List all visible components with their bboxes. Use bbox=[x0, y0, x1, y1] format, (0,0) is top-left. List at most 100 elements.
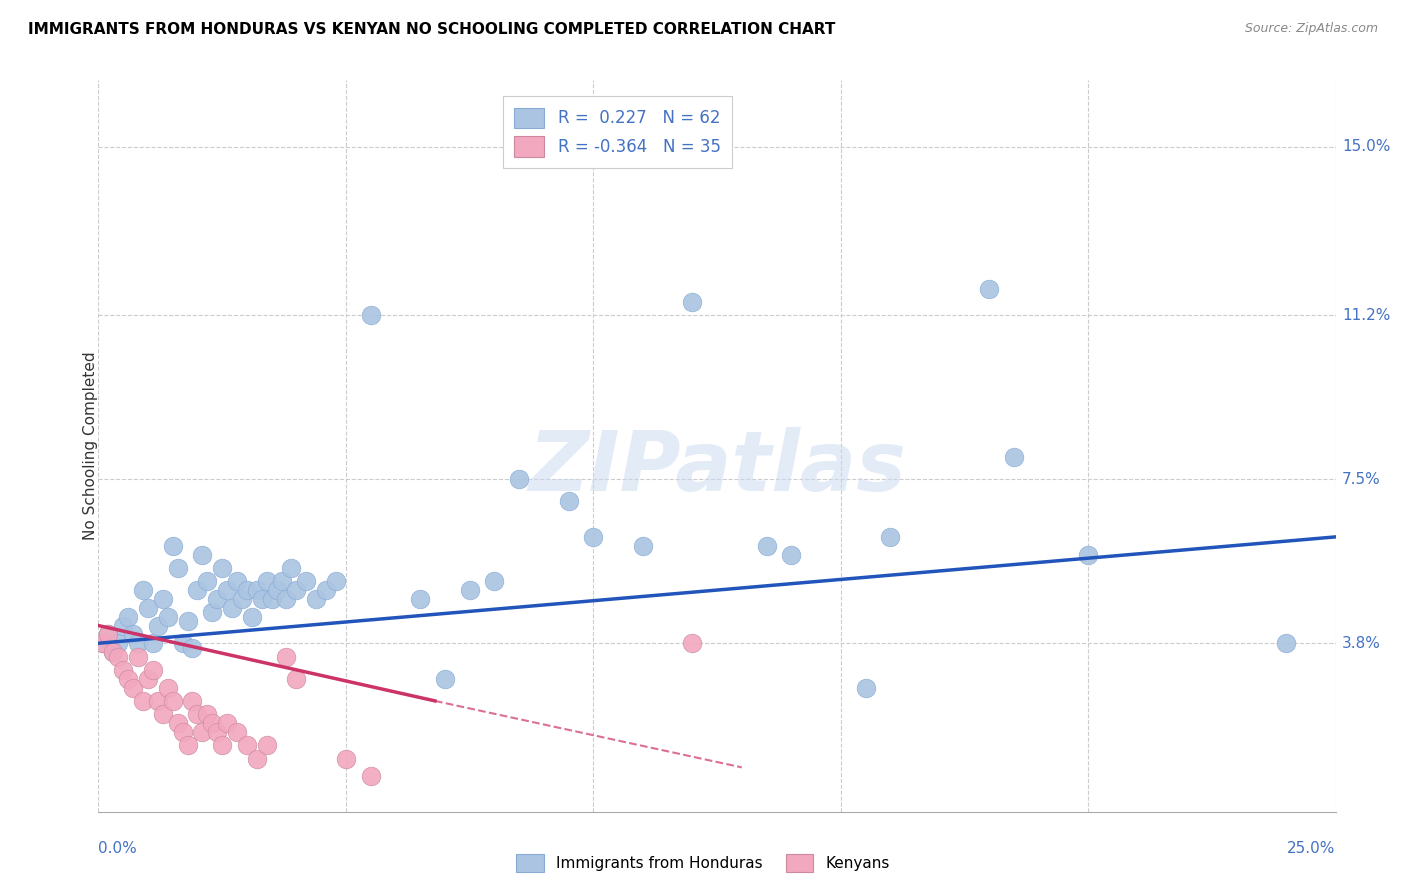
Point bbox=[195, 574, 218, 589]
Point bbox=[103, 645, 125, 659]
Point bbox=[211, 561, 233, 575]
Point bbox=[1275, 636, 1298, 650]
Point bbox=[280, 561, 302, 575]
Point bbox=[205, 725, 228, 739]
Point bbox=[226, 574, 249, 589]
Point bbox=[201, 605, 224, 619]
Point bbox=[226, 725, 249, 739]
Point bbox=[217, 583, 239, 598]
Point bbox=[325, 574, 347, 589]
Point bbox=[136, 672, 159, 686]
Point bbox=[285, 672, 308, 686]
Point bbox=[152, 707, 174, 722]
Point bbox=[117, 672, 139, 686]
Point bbox=[146, 618, 169, 632]
Point bbox=[211, 738, 233, 752]
Point bbox=[979, 282, 1001, 296]
Point bbox=[256, 574, 278, 589]
Point bbox=[256, 738, 278, 752]
Point bbox=[433, 672, 456, 686]
Point bbox=[305, 591, 328, 606]
Point bbox=[409, 591, 432, 606]
Point bbox=[231, 591, 253, 606]
Point bbox=[236, 583, 259, 598]
Point bbox=[217, 716, 239, 731]
Point bbox=[221, 600, 243, 615]
Point bbox=[146, 694, 169, 708]
Point bbox=[191, 548, 214, 562]
Legend: Immigrants from Honduras, Kenyans: Immigrants from Honduras, Kenyans bbox=[509, 846, 897, 880]
Point bbox=[260, 591, 283, 606]
Point bbox=[201, 716, 224, 731]
Point bbox=[176, 614, 198, 628]
Point bbox=[246, 583, 269, 598]
Point bbox=[172, 636, 194, 650]
Point bbox=[191, 725, 214, 739]
Point bbox=[484, 574, 506, 589]
Point bbox=[122, 627, 145, 641]
Point bbox=[156, 681, 179, 695]
Point bbox=[112, 663, 135, 677]
Point bbox=[1077, 548, 1099, 562]
Point bbox=[181, 640, 204, 655]
Point bbox=[246, 751, 269, 765]
Point bbox=[780, 548, 803, 562]
Point bbox=[1002, 450, 1025, 464]
Point bbox=[181, 694, 204, 708]
Point bbox=[142, 663, 165, 677]
Point bbox=[93, 636, 115, 650]
Point bbox=[240, 609, 263, 624]
Point bbox=[205, 591, 228, 606]
Point bbox=[236, 738, 259, 752]
Point bbox=[156, 609, 179, 624]
Point bbox=[132, 583, 155, 598]
Point bbox=[166, 716, 188, 731]
Point bbox=[335, 751, 357, 765]
Text: 7.5%: 7.5% bbox=[1341, 472, 1381, 487]
Point bbox=[186, 707, 208, 722]
Point bbox=[755, 539, 778, 553]
Point bbox=[250, 591, 273, 606]
Point bbox=[270, 574, 292, 589]
Point bbox=[93, 636, 115, 650]
Point bbox=[127, 636, 149, 650]
Text: ZIPatlas: ZIPatlas bbox=[529, 427, 905, 508]
Point bbox=[276, 591, 298, 606]
Point bbox=[186, 583, 208, 598]
Text: 11.2%: 11.2% bbox=[1341, 308, 1391, 323]
Point bbox=[162, 694, 184, 708]
Point bbox=[176, 738, 198, 752]
Point bbox=[136, 600, 159, 615]
Text: 0.0%: 0.0% bbox=[98, 841, 138, 856]
Point bbox=[360, 308, 382, 322]
Text: IMMIGRANTS FROM HONDURAS VS KENYAN NO SCHOOLING COMPLETED CORRELATION CHART: IMMIGRANTS FROM HONDURAS VS KENYAN NO SC… bbox=[28, 22, 835, 37]
Point bbox=[103, 645, 125, 659]
Point bbox=[681, 636, 703, 650]
Point bbox=[508, 472, 530, 486]
Point bbox=[127, 649, 149, 664]
Text: 25.0%: 25.0% bbox=[1288, 841, 1336, 856]
Point bbox=[117, 609, 139, 624]
Point bbox=[557, 494, 579, 508]
Point bbox=[631, 539, 654, 553]
Point bbox=[152, 591, 174, 606]
Point bbox=[172, 725, 194, 739]
Text: 3.8%: 3.8% bbox=[1341, 636, 1381, 651]
Point bbox=[107, 649, 129, 664]
Point bbox=[166, 561, 188, 575]
Point bbox=[295, 574, 318, 589]
Point bbox=[97, 627, 120, 641]
Point bbox=[855, 681, 877, 695]
Text: 15.0%: 15.0% bbox=[1341, 139, 1391, 154]
Point bbox=[142, 636, 165, 650]
Legend: R =  0.227   N = 62, R = -0.364   N = 35: R = 0.227 N = 62, R = -0.364 N = 35 bbox=[503, 96, 733, 169]
Text: Source: ZipAtlas.com: Source: ZipAtlas.com bbox=[1244, 22, 1378, 36]
Point bbox=[266, 583, 288, 598]
Point bbox=[681, 294, 703, 309]
Point bbox=[879, 530, 901, 544]
Point bbox=[107, 636, 129, 650]
Point bbox=[195, 707, 218, 722]
Point bbox=[582, 530, 605, 544]
Point bbox=[132, 694, 155, 708]
Point bbox=[162, 539, 184, 553]
